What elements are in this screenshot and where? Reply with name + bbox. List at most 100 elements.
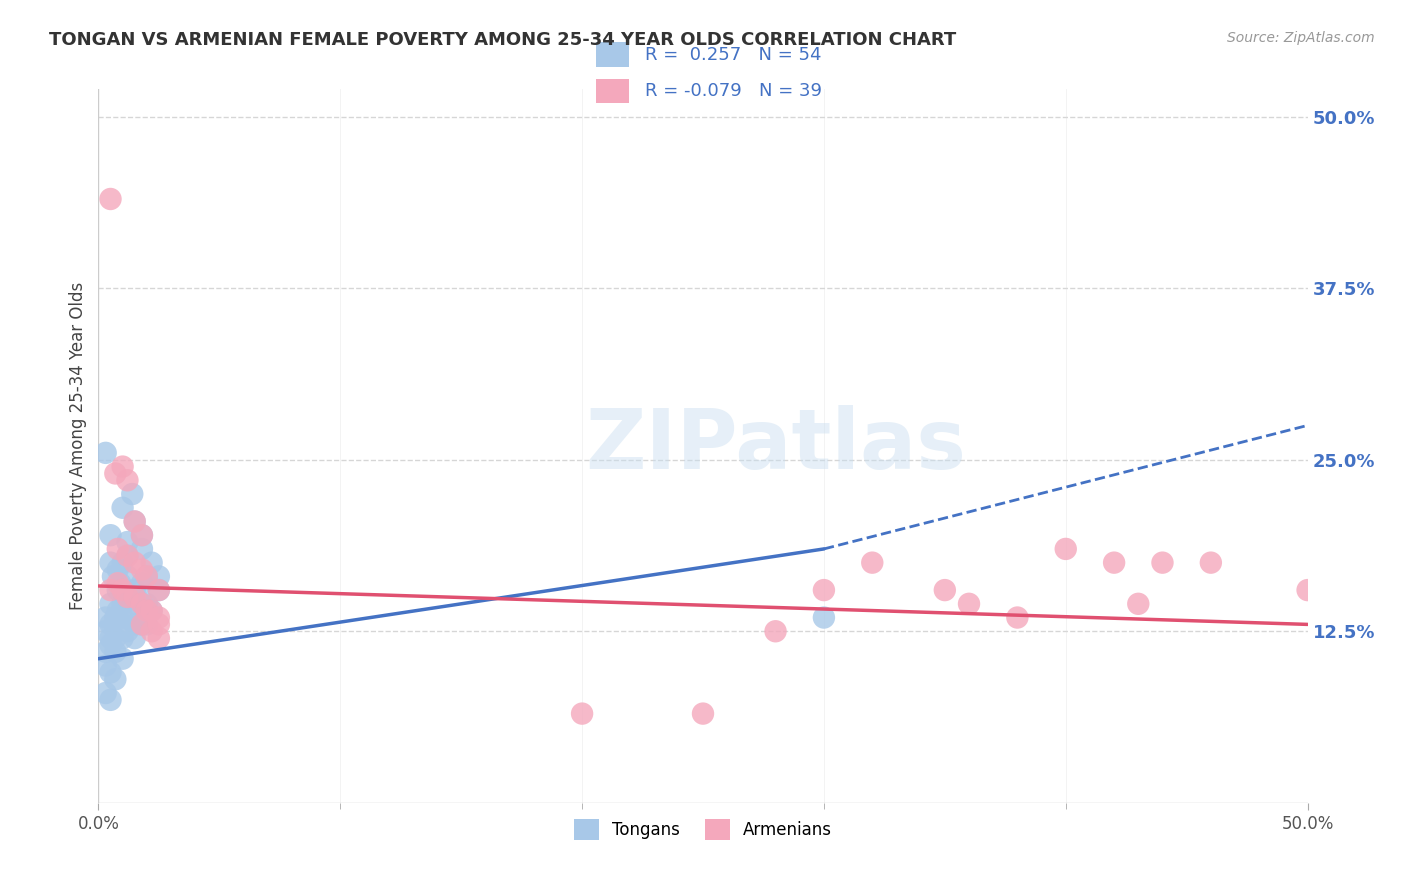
Point (124, 556, 146, 570)
Point (117, 624, 139, 639)
Point (141, 556, 163, 570)
Point (141, 624, 163, 639)
Point (860, 556, 883, 570)
Point (100, 665, 122, 680)
Text: ZIPatlas: ZIPatlas (585, 406, 966, 486)
Text: R =  0.257   N = 54: R = 0.257 N = 54 (645, 45, 821, 63)
Point (111, 610, 134, 624)
Point (104, 610, 127, 624)
Point (104, 673, 127, 687)
Point (131, 617, 153, 632)
Point (111, 597, 134, 611)
Point (131, 528, 153, 542)
Point (104, 467, 127, 481)
Point (100, 597, 122, 611)
Point (934, 583, 956, 598)
Point (124, 631, 146, 645)
Point (94, 686, 117, 700)
Point (131, 576, 153, 591)
Point (1152, 556, 1174, 570)
Bar (596, 43, 628, 67)
Text: Source: ZipAtlas.com: Source: ZipAtlas.com (1227, 31, 1375, 45)
Point (124, 515, 146, 529)
Point (141, 604, 163, 618)
Point (813, 610, 835, 624)
Point (111, 651, 134, 665)
Point (124, 515, 146, 529)
Point (94, 645, 117, 659)
Point (131, 597, 153, 611)
Point (121, 487, 143, 501)
Point (100, 556, 122, 570)
Point (111, 556, 134, 570)
Point (100, 693, 122, 707)
Point (1054, 541, 1077, 556)
Point (100, 617, 122, 632)
Point (117, 473, 139, 487)
Point (100, 192, 122, 206)
Point (117, 549, 139, 563)
Point (124, 583, 146, 598)
Point (148, 583, 170, 598)
Point (100, 528, 122, 542)
Point (117, 590, 139, 604)
Point (813, 583, 835, 598)
Point (135, 617, 157, 632)
Point (148, 569, 170, 583)
Point (131, 562, 153, 576)
Point (1296, 583, 1319, 598)
Point (117, 549, 139, 563)
Point (692, 706, 714, 721)
Point (104, 631, 127, 645)
Point (135, 569, 157, 583)
Point (148, 610, 170, 624)
Point (124, 597, 146, 611)
Point (1102, 556, 1125, 570)
Point (131, 541, 153, 556)
Point (131, 528, 153, 542)
Point (148, 631, 170, 645)
Point (135, 597, 157, 611)
Legend: Tongans, Armenians: Tongans, Armenians (565, 811, 841, 848)
Point (124, 590, 146, 604)
Point (124, 617, 146, 632)
Point (100, 638, 122, 652)
Point (107, 541, 129, 556)
Point (957, 597, 980, 611)
Point (100, 631, 122, 645)
Point (107, 583, 129, 598)
Point (148, 583, 170, 598)
Point (107, 576, 129, 591)
Point (131, 597, 153, 611)
Point (571, 706, 593, 721)
Point (1007, 610, 1029, 624)
Point (111, 459, 134, 474)
Point (148, 617, 170, 632)
Point (104, 645, 127, 659)
Point (135, 604, 157, 618)
Point (141, 604, 163, 618)
Point (117, 610, 139, 624)
Text: TONGAN VS ARMENIAN FEMALE POVERTY AMONG 25-34 YEAR OLDS CORRELATION CHART: TONGAN VS ARMENIAN FEMALE POVERTY AMONG … (49, 31, 956, 49)
Y-axis label: Female Poverty Among 25-34 Year Olds: Female Poverty Among 25-34 Year Olds (69, 282, 87, 610)
Point (94, 624, 117, 639)
Point (94, 658, 117, 673)
Point (107, 604, 129, 618)
Point (1128, 597, 1150, 611)
Point (94, 446, 117, 460)
Point (135, 569, 157, 583)
Point (1199, 556, 1222, 570)
Point (94, 610, 117, 624)
Point (117, 590, 139, 604)
Point (131, 617, 153, 632)
Point (111, 583, 134, 598)
Point (765, 624, 787, 639)
Point (111, 631, 134, 645)
Point (101, 569, 124, 583)
Point (108, 576, 131, 591)
Point (111, 500, 134, 515)
Bar (596, 79, 628, 103)
Text: R = -0.079   N = 39: R = -0.079 N = 39 (645, 82, 823, 101)
Point (100, 583, 122, 598)
Point (107, 562, 129, 576)
